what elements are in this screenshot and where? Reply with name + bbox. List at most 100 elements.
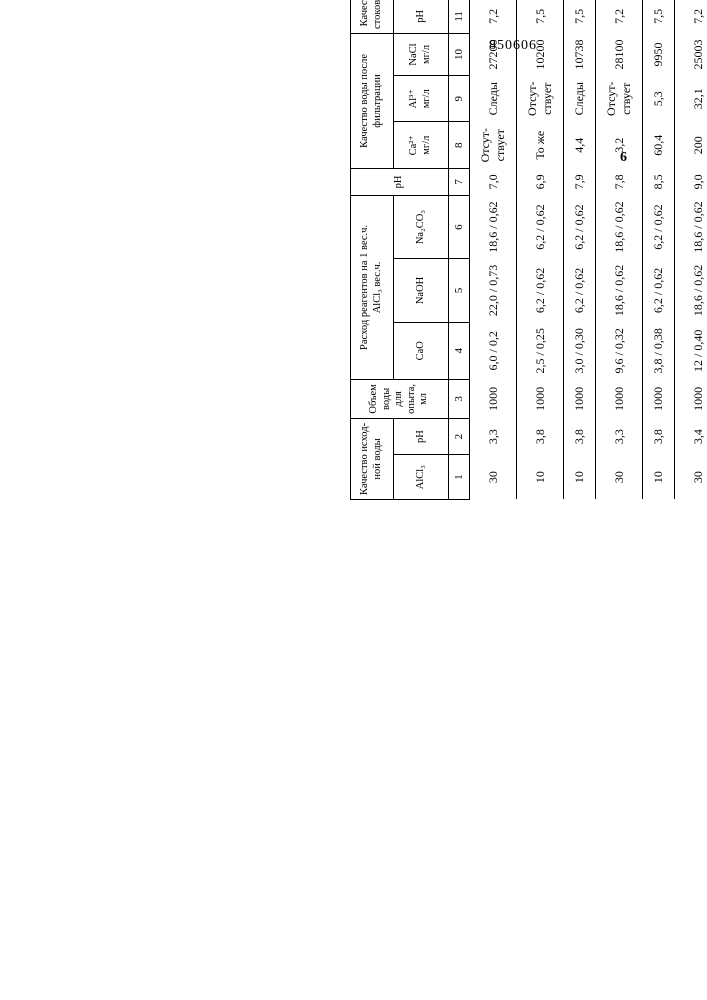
header-col-volume: Объемводыдляопыта,мл xyxy=(351,379,449,418)
header-col-al-filt: Al³⁺мг/л xyxy=(393,75,448,121)
cell-c11: 7,2 xyxy=(470,0,517,33)
cell-c1: 10 xyxy=(643,455,675,500)
cell-c2: 3,8 xyxy=(517,418,564,454)
cell-c1: 30 xyxy=(675,455,707,500)
header-col-na2co3: Na₂CO₃ xyxy=(393,195,448,258)
data-table: Качество исход-ной воды Объемводыдляопыт… xyxy=(350,0,707,500)
cell-c2: 3,4 xyxy=(675,418,707,454)
cell-c8: 3,2 xyxy=(596,122,643,168)
col-num-8: 8 xyxy=(449,122,470,168)
cell-c9: Отсут-ствует xyxy=(517,75,564,121)
table-body: 303,310006,0 / 0,222,0 / 0,7318,6 / 0,62… xyxy=(470,0,707,500)
cell-c3: 1000 xyxy=(470,379,517,418)
cell-c7: 9,0 xyxy=(675,168,707,195)
table-row: 303,310006,0 / 0,222,0 / 0,7318,6 / 0,62… xyxy=(470,0,517,500)
cell-c2: 3,8 xyxy=(643,418,675,454)
header-group-after-limewash: Качество воды после очисткистоков с изве… xyxy=(351,0,394,33)
cell-c3: 1000 xyxy=(517,379,564,418)
col-num-6: 6 xyxy=(449,195,470,258)
cell-c2: 3,3 xyxy=(470,418,517,454)
header-col-cao: CaO xyxy=(393,322,448,379)
cell-c3: 1000 xyxy=(596,379,643,418)
cell-c4: 12 / 0,40 xyxy=(675,322,707,379)
table-container: Качество исход-ной воды Объемводыдляопыт… xyxy=(350,0,707,500)
cell-c5: 18,6 / 0,62 xyxy=(675,259,707,322)
header-group-after-filtration: Качество воды послефильтрации xyxy=(351,33,394,168)
cell-c10: 10200 xyxy=(517,33,564,75)
cell-c5: 6,2 / 0,62 xyxy=(564,259,596,322)
cell-c4: 6,0 / 0,2 xyxy=(470,322,517,379)
cell-c9: Следы xyxy=(564,75,596,121)
column-number-row: 1 2 3 4 5 6 7 8 9 10 11 12 13 14 xyxy=(449,0,470,500)
cell-c10: 28100 xyxy=(596,33,643,75)
col-num-9: 9 xyxy=(449,75,470,121)
cell-c6: 6,2 / 0,62 xyxy=(564,195,596,258)
cell-c4: 3,0 / 0,30 xyxy=(564,322,596,379)
cell-c8: То же xyxy=(517,122,564,168)
col-num-11: 11 xyxy=(449,0,470,33)
col-num-5: 5 xyxy=(449,259,470,322)
cell-c6: 6,2 / 0,62 xyxy=(643,195,675,258)
col-num-10: 10 xyxy=(449,33,470,75)
cell-c2: 3,3 xyxy=(596,418,643,454)
cell-c3: 1000 xyxy=(643,379,675,418)
cell-c11: 7,2 xyxy=(675,0,707,33)
header-col-ph-lime: pH xyxy=(393,0,448,33)
cell-c1: 30 xyxy=(470,455,517,500)
cell-c9: Следы xyxy=(470,75,517,121)
cell-c3: 1000 xyxy=(675,379,707,418)
cell-c11: 7,5 xyxy=(643,0,675,33)
cell-c9: Отсут-ствует xyxy=(596,75,643,121)
cell-c5: 22,0 / 0,73 xyxy=(470,259,517,322)
cell-c4: 3,8 / 0,38 xyxy=(643,322,675,379)
col-num-1: 1 xyxy=(449,455,470,500)
col-num-7: 7 xyxy=(449,168,470,195)
cell-c11: 7,5 xyxy=(517,0,564,33)
cell-c8: 60,4 xyxy=(643,122,675,168)
cell-c10: 10738 xyxy=(564,33,596,75)
col-num-4: 4 xyxy=(449,322,470,379)
cell-c1: 30 xyxy=(596,455,643,500)
header-col-ph-after-filt: pH xyxy=(351,168,449,195)
header-group-row: Качество исход-ной воды Объемводыдляопыт… xyxy=(351,0,394,500)
cell-c6: 18,6 / 0,62 xyxy=(675,195,707,258)
table-row: 303,4100012 / 0,4018,6 / 0,6218,6 / 0,62… xyxy=(675,0,707,500)
header-group-reagents: Расход реагентов на 1 вес.ч.AlCl₃ вес.ч. xyxy=(351,195,394,379)
cell-c5: 6,2 / 0,62 xyxy=(517,259,564,322)
col-num-3: 3 xyxy=(449,379,470,418)
cell-c9: 32,1 xyxy=(675,75,707,121)
header-column-row: AlCl₃ pH CaO NaOH Na₂CO₃ Ca²⁺мг/л Al³⁺мг… xyxy=(393,0,448,500)
table-row: 103,810003,8 / 0,386,2 / 0,626,2 / 0,628… xyxy=(643,0,675,500)
table-row: 303,310009,6 / 0,3218,6 / 0,6218,6 / 0,6… xyxy=(596,0,643,500)
cell-c8: Отсут-ствует xyxy=(470,122,517,168)
cell-c7: 6,9 xyxy=(517,168,564,195)
cell-c7: 8,5 xyxy=(643,168,675,195)
header-col-nacl-filt: NaClмг/л xyxy=(393,33,448,75)
cell-c7: 7,8 xyxy=(596,168,643,195)
cell-c1: 10 xyxy=(564,455,596,500)
cell-c7: 7,0 xyxy=(470,168,517,195)
cell-c5: 18,6 / 0,62 xyxy=(596,259,643,322)
cell-c7: 7,9 xyxy=(564,168,596,195)
table-row: 103,810003,0 / 0,306,2 / 0,626,2 / 0,627… xyxy=(564,0,596,500)
cell-c5: 6,2 / 0,62 xyxy=(643,259,675,322)
cell-c10: 9950 xyxy=(643,33,675,75)
col-num-2: 2 xyxy=(449,418,470,454)
cell-c3: 1000 xyxy=(564,379,596,418)
cell-c11: 7,5 xyxy=(564,0,596,33)
cell-c10: 25003 xyxy=(675,33,707,75)
table-row: 103,810002,5 / 0,256,2 / 0,626,2 / 0,626… xyxy=(517,0,564,500)
header-group-source-water: Качество исход-ной воды xyxy=(351,418,394,499)
cell-c1: 10 xyxy=(517,455,564,500)
cell-c8: 200 xyxy=(675,122,707,168)
header-col-alcl3: AlCl₃ xyxy=(393,455,448,500)
header-col-ca-filt: Ca²⁺мг/л xyxy=(393,122,448,168)
cell-c11: 7,2 xyxy=(596,0,643,33)
cell-c6: 18,6 / 0,62 xyxy=(596,195,643,258)
cell-c4: 9,6 / 0,32 xyxy=(596,322,643,379)
cell-c6: 18,6 / 0,62 xyxy=(470,195,517,258)
cell-c8: 4,4 xyxy=(564,122,596,168)
cell-c2: 3,8 xyxy=(564,418,596,454)
cell-c6: 6,2 / 0,62 xyxy=(517,195,564,258)
header-col-ph-source: pH xyxy=(393,418,448,454)
